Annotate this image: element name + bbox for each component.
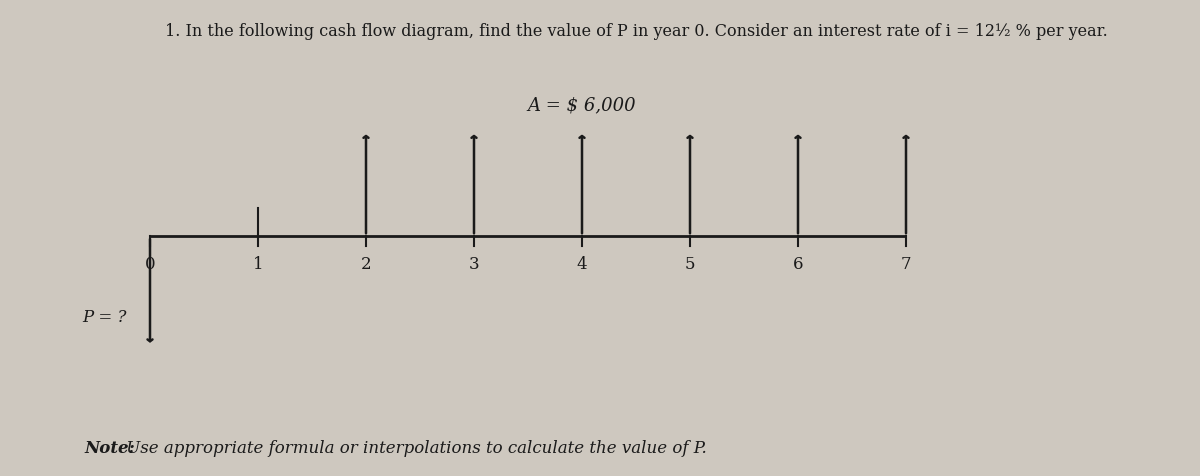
Text: 6: 6 — [793, 256, 803, 273]
Text: A = $ 6,000: A = $ 6,000 — [528, 97, 636, 115]
Text: 1: 1 — [253, 256, 263, 273]
Text: 1. In the following cash flow diagram, find the value of P in year 0. Consider a: 1. In the following cash flow diagram, f… — [164, 23, 1108, 40]
Text: P = ?: P = ? — [82, 309, 126, 326]
Text: Note:: Note: — [84, 440, 134, 457]
Text: 4: 4 — [577, 256, 587, 273]
Text: 5: 5 — [685, 256, 695, 273]
Text: 0: 0 — [145, 256, 155, 273]
Text: 7: 7 — [901, 256, 911, 273]
Text: Use appropriate formula or interpolations to calculate the value of P.: Use appropriate formula or interpolation… — [121, 440, 707, 457]
Text: 3: 3 — [469, 256, 479, 273]
Text: 2: 2 — [361, 256, 371, 273]
